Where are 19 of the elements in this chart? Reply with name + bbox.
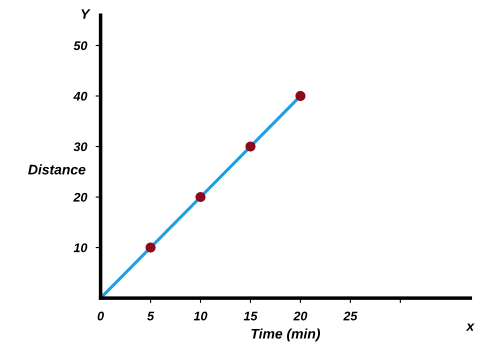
x-axis-title: Time (min) — [251, 328, 320, 342]
y-tick-label: 10 — [74, 243, 88, 252]
x-tick-label: 10 — [194, 312, 208, 320]
x-tick-label: 15 — [244, 312, 258, 320]
x-tick-label: 20 — [293, 312, 308, 320]
y-tick-label: 50 — [74, 41, 88, 50]
x-tick-label: 0 — [98, 312, 104, 320]
x-tick-label: 5 — [147, 312, 154, 320]
y-tick-label: 20 — [73, 192, 88, 202]
x-tick-label: 25 — [343, 312, 358, 320]
y-tick-label: 30 — [74, 142, 88, 152]
point — [245, 141, 256, 152]
point — [145, 242, 156, 253]
y-tick-label: 40 — [73, 92, 88, 101]
point — [195, 192, 206, 202]
text: x — [466, 323, 475, 331]
point — [295, 90, 306, 102]
text: Y — [81, 9, 91, 19]
y-axis-title: Distance — [28, 164, 86, 175]
